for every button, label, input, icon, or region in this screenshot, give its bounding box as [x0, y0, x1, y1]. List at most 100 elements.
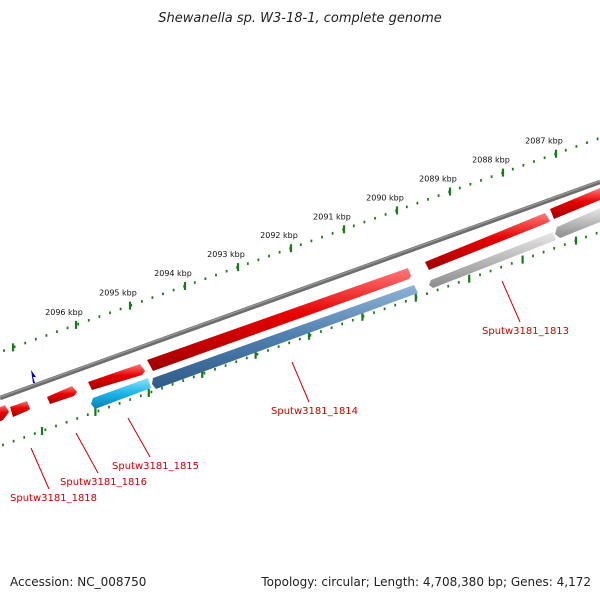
ruler-dot	[171, 383, 174, 386]
ruler-dot	[56, 330, 58, 333]
gene-arrow[interactable]	[0, 405, 9, 422]
gene-arrow[interactable]	[47, 386, 77, 404]
ruler-dot	[182, 379, 185, 382]
position-marker-icon[interactable]	[31, 370, 36, 383]
scale-label: 2088 kbp	[472, 156, 510, 165]
ruler-dot	[383, 307, 386, 311]
ruler-dot	[320, 330, 322, 333]
ruler-dot	[119, 307, 122, 311]
ruler-dot	[24, 341, 27, 345]
callout-line	[501, 280, 521, 323]
ruler-dot	[203, 371, 206, 375]
scale-label: 2095 kbp	[99, 289, 137, 298]
ruler-dot	[437, 194, 440, 197]
gene-sputw3181-1814[interactable]	[152, 285, 418, 389]
callout-line	[75, 432, 99, 474]
ruler-dot	[13, 345, 16, 349]
callout-line	[30, 447, 50, 490]
scale-label: 2093 kbp	[207, 250, 245, 259]
ruler-dot	[140, 300, 143, 303]
ruler-dot	[469, 182, 472, 186]
gene-arrow-grey[interactable]	[555, 208, 600, 238]
ruler-dot	[129, 398, 132, 401]
ruler-dot	[118, 402, 121, 405]
ruler-dot	[585, 235, 587, 239]
ruler-dot	[426, 292, 428, 296]
ruler-dot	[511, 167, 514, 171]
gene-arrow[interactable]	[88, 364, 145, 390]
ruler-dot	[596, 137, 599, 141]
ruler-dot	[268, 254, 270, 258]
gene-arrow[interactable]	[550, 188, 600, 219]
ruler-dot	[563, 243, 566, 246]
ruler-dot	[161, 386, 163, 390]
ruler-dot	[500, 265, 503, 269]
gene-arrow[interactable]	[425, 213, 550, 270]
ruler-dot	[299, 243, 302, 247]
genome-backbone	[0, 179, 600, 401]
gene-label-1815: Sputw3181_1815	[112, 461, 199, 472]
ruler-dot	[330, 326, 333, 330]
ruler-dot	[193, 281, 196, 284]
ruler-dot	[489, 269, 492, 273]
ruler-dot	[490, 175, 493, 178]
ruler-dot	[192, 375, 195, 379]
ruler-dot	[532, 254, 534, 258]
ruler-dot	[510, 262, 513, 265]
ruler-dot	[278, 250, 281, 254]
ruler-dot	[245, 356, 248, 360]
ruler-dot	[225, 269, 228, 273]
ruler-dot	[151, 296, 154, 299]
ruler-dot	[543, 156, 546, 160]
scale-label: 2089 kbp	[419, 175, 457, 184]
ruler-dot	[215, 273, 217, 277]
ruler-dot	[586, 141, 588, 144]
ruler-dot	[404, 299, 407, 303]
scale-label: 2087 kbp	[525, 137, 563, 146]
ruler-dot	[427, 198, 429, 201]
gene-arrow[interactable]	[147, 268, 411, 371]
ruler-dot	[108, 405, 110, 409]
ruler-dot	[55, 424, 57, 428]
ruler-dot	[267, 349, 269, 352]
ruler-dot	[341, 322, 344, 326]
ruler-dot	[480, 179, 482, 182]
ruler-dot	[77, 322, 80, 326]
ruler-dot	[277, 345, 280, 348]
gene-arrow[interactable]	[10, 401, 30, 417]
ruler-dot	[298, 337, 301, 341]
gene-label-1816: Sputw3181_1816	[60, 477, 147, 488]
forward-strand-genes	[0, 188, 600, 422]
ruler-dot	[214, 368, 216, 371]
ruler-dot	[457, 281, 460, 284]
ruler-dot	[44, 428, 47, 432]
ruler-dot	[533, 160, 535, 163]
ruler-dot	[12, 439, 15, 443]
ruler-dot	[224, 364, 227, 367]
scale-label: 2092 kbp	[260, 231, 298, 240]
gene-sputw3181-1815[interactable]	[91, 378, 151, 409]
ruler-dot	[436, 288, 439, 292]
scale-label: 2090 kbp	[366, 193, 404, 202]
ruler-dot	[405, 205, 408, 209]
genome-backbone-highlight	[0, 180, 600, 398]
ruler-dot	[65, 420, 68, 424]
ruler-dot	[310, 239, 313, 243]
ruler-dot	[522, 164, 525, 167]
ruler-dot	[257, 258, 260, 262]
scale-label: 2094 kbp	[154, 269, 192, 278]
ruler-dot	[394, 303, 397, 307]
ruler-dot	[87, 319, 90, 322]
scale-label: 2091 kbp	[313, 212, 351, 221]
gene-sputw3181-1813[interactable]	[429, 232, 556, 288]
ruler-dot	[150, 390, 153, 394]
ruler-dot	[109, 311, 111, 315]
ruler-dot	[45, 334, 48, 337]
ruler-dot	[479, 273, 481, 277]
ruler-dot	[256, 352, 259, 356]
ruler-dot	[76, 417, 79, 420]
ruler-dot	[352, 224, 355, 228]
ruler-dot	[351, 318, 354, 322]
ruler-dot	[162, 292, 164, 296]
ruler-dot	[416, 201, 419, 205]
